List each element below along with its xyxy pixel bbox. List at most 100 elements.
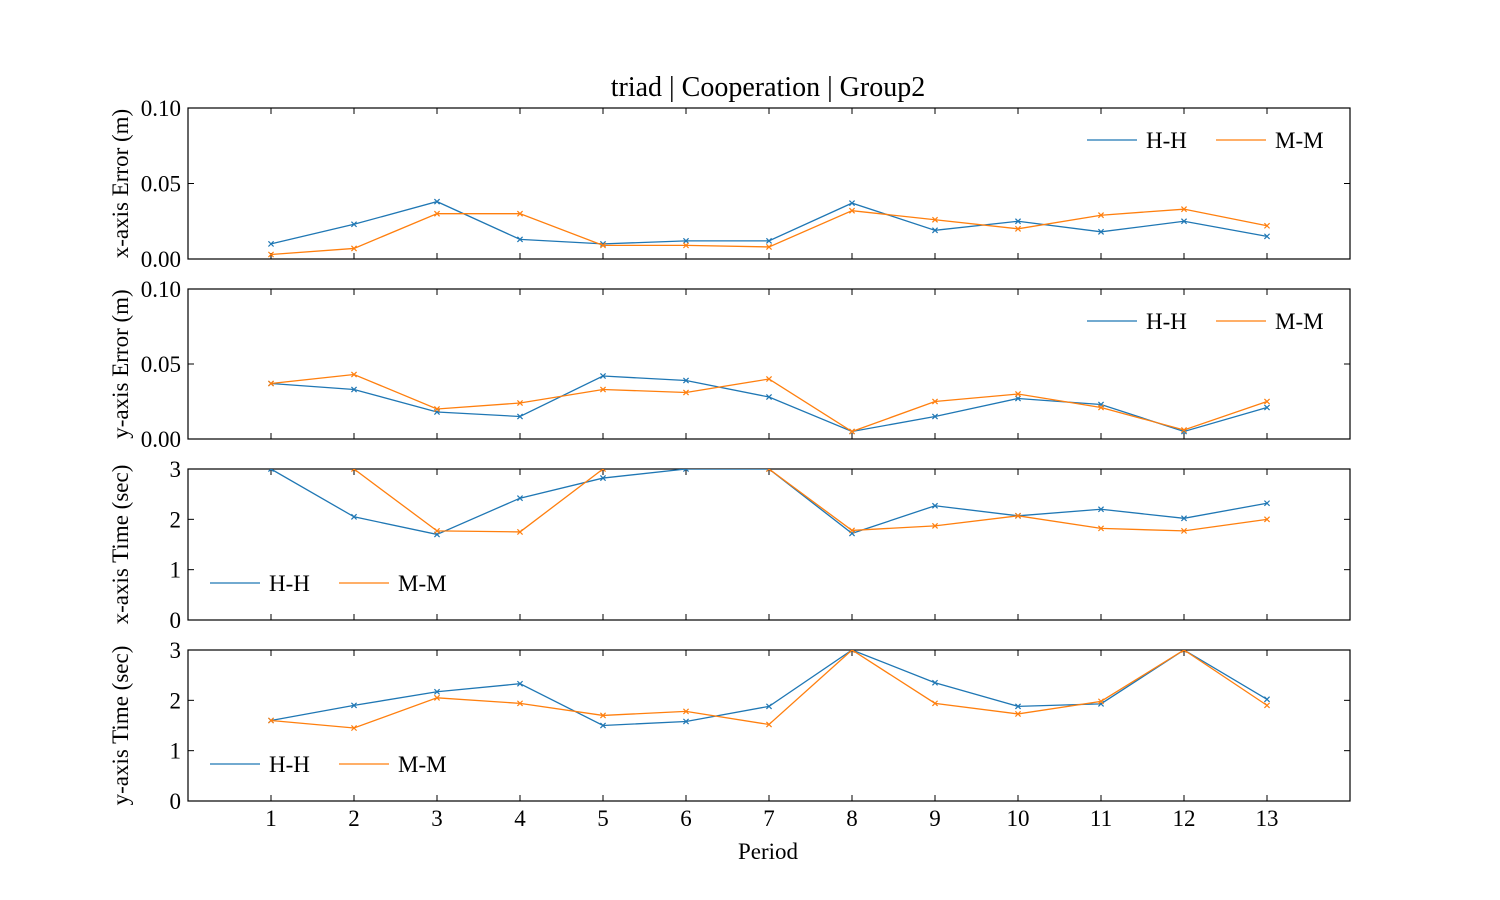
y-tick-label: 0 (170, 608, 182, 633)
data-point (516, 680, 524, 687)
y-tick-label: 0 (170, 789, 182, 814)
data-point (1097, 506, 1105, 513)
y-tick-label: 0.05 (141, 172, 181, 197)
data-point (682, 469, 690, 473)
data-point (682, 377, 690, 384)
data-point (1014, 395, 1022, 402)
data-point (1097, 698, 1105, 705)
series-line (270, 375, 1268, 433)
data-point (599, 469, 607, 473)
data-point (433, 210, 441, 217)
data-point (765, 721, 773, 728)
subplot-1: 0.00 0.05 0.10 x-axis Error (m) H-H M-M (108, 96, 1351, 272)
y-axis-label: y-axis Error (m) (108, 289, 133, 438)
x-tick-label: 9 (929, 806, 941, 831)
data-point (682, 242, 690, 249)
x-tick-label: 13 (1256, 806, 1279, 831)
data-point (1180, 650, 1188, 654)
y-axis-label: x-axis Time (sec) (108, 465, 133, 625)
data-point (516, 495, 524, 502)
legend: H-H M-M (210, 752, 447, 777)
x-tick-label: 5 (597, 806, 609, 831)
series-m-m (267, 650, 1271, 732)
data-point (1180, 206, 1188, 213)
data-point (848, 527, 856, 534)
y-axis-label: y-axis Time (sec) (108, 646, 133, 806)
x-tick-label: 1 (265, 806, 277, 831)
y-tick-label: 0.10 (141, 96, 181, 121)
series-line (270, 650, 1268, 727)
data-point (1263, 404, 1271, 411)
y-tick-label: 0.00 (141, 427, 181, 452)
data-point (1014, 390, 1022, 398)
legend-label: H-H (1146, 309, 1187, 334)
data-point (931, 502, 939, 509)
y-tick-label: 1 (170, 558, 182, 583)
data-point (1263, 702, 1271, 709)
data-point (267, 251, 275, 258)
data-point (516, 236, 524, 243)
data-point (267, 469, 275, 473)
series-line (270, 650, 1268, 729)
data-point (682, 389, 690, 396)
legend-label: M-M (398, 752, 447, 777)
data-point (1263, 516, 1271, 523)
legend-label: H-H (1146, 128, 1187, 153)
data-point (1263, 398, 1271, 405)
data-point (1263, 500, 1271, 507)
data-point (1180, 218, 1188, 225)
data-point (1014, 710, 1022, 717)
series-line (768, 469, 1268, 532)
data-point (931, 413, 939, 420)
data-point (516, 210, 524, 217)
y-tick-label: 3 (170, 638, 182, 663)
x-tick-label: 4 (514, 806, 526, 831)
data-point (848, 200, 856, 207)
legend-label: H-H (269, 752, 310, 777)
data-point (1263, 233, 1271, 240)
data-point (1097, 404, 1105, 411)
data-point (599, 386, 607, 393)
series-m-m (267, 371, 1271, 435)
data-point (1263, 222, 1271, 229)
series-h-h (267, 469, 1271, 538)
data-point (350, 386, 358, 393)
y-tick-label: 0.05 (141, 352, 181, 377)
data-point (1097, 525, 1105, 532)
data-point (433, 694, 441, 701)
data-point (599, 722, 607, 729)
data-point (350, 245, 358, 252)
legend: H-H M-M (210, 571, 447, 596)
data-point (931, 679, 939, 686)
data-point (267, 240, 275, 247)
series-line (353, 469, 604, 533)
series-h-h (267, 650, 1271, 729)
data-point (682, 718, 690, 725)
legend-label: M-M (1275, 128, 1324, 153)
data-point (599, 712, 607, 719)
data-point (1180, 515, 1188, 522)
series-m-m (350, 469, 1271, 535)
x-axis-label: Period (738, 839, 799, 864)
data-point (931, 398, 939, 405)
data-point (267, 717, 275, 724)
subplot-panels: 0.000.050.10x-axis Error (m) H-H M-M0.000.… (108, 96, 1351, 831)
data-point (433, 198, 441, 205)
series-h-h (267, 198, 1271, 247)
data-point (599, 475, 607, 482)
data-point (433, 405, 441, 413)
data-point (433, 527, 441, 534)
data-point (765, 375, 773, 383)
data-point (1097, 228, 1105, 235)
axes-frame (187, 468, 1351, 621)
data-point (516, 413, 524, 420)
data-point (765, 393, 773, 401)
data-point (1097, 212, 1105, 219)
data-point (1014, 225, 1022, 232)
data-point (931, 227, 939, 234)
chart-title: triad | Cooperation | Group2 (611, 72, 925, 103)
data-point (267, 380, 275, 387)
y-tick-label: 1 (170, 739, 182, 764)
